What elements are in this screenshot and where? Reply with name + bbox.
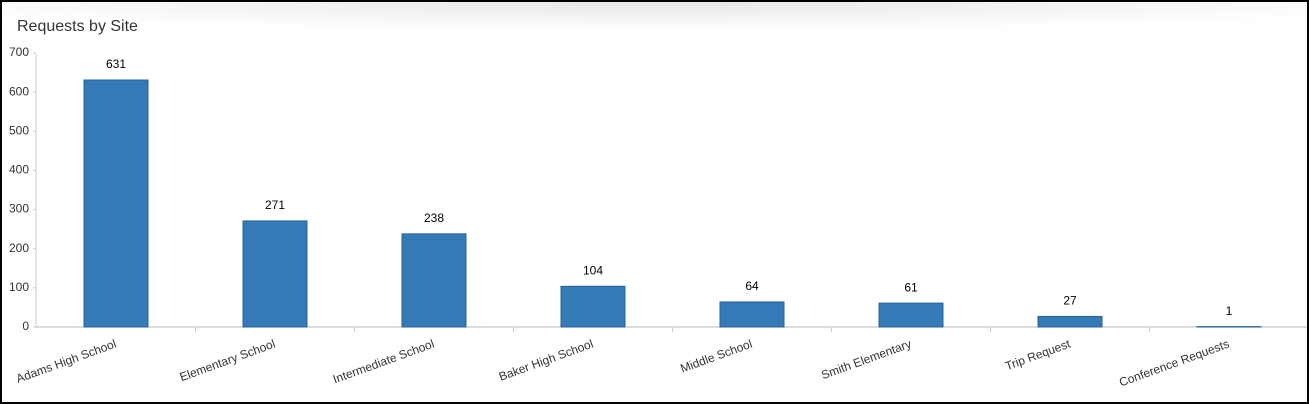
- value-label: 631: [106, 57, 126, 71]
- bar: [1037, 315, 1103, 328]
- value-label: 1: [1226, 304, 1233, 318]
- x-tick-label: Trip Request: [1003, 336, 1073, 373]
- y-tick-label: 300: [9, 202, 29, 216]
- y-tick-label: 0: [22, 319, 29, 333]
- x-tick-label: Intermediate School: [331, 337, 436, 387]
- y-tick-label: 100: [9, 280, 29, 294]
- bar: [878, 302, 944, 328]
- bar: [83, 79, 149, 328]
- x-tick-label: Adams High School: [14, 337, 118, 386]
- y-tick-label: 700: [9, 45, 29, 59]
- value-label: 61: [904, 280, 918, 294]
- y-tick-label: 400: [9, 163, 29, 177]
- chart-title: Requests by Site: [17, 18, 138, 35]
- value-label: 104: [583, 263, 603, 277]
- bar: [560, 285, 626, 328]
- y-tick-label: 500: [9, 123, 29, 137]
- value-label: 64: [745, 279, 759, 293]
- header-shade: [2, 2, 1307, 50]
- value-label: 27: [1063, 294, 1077, 308]
- x-tick-label: Middle School: [678, 337, 754, 376]
- x-tick-label: Conference Requests: [1117, 337, 1231, 390]
- x-tick-label: Baker High School: [497, 337, 595, 384]
- x-tick-label: Smith Elementary: [819, 337, 913, 383]
- value-label: 271: [265, 198, 285, 212]
- bar: [401, 233, 467, 328]
- bar: [242, 220, 308, 328]
- x-tick-label: Elementary School: [178, 337, 277, 385]
- y-tick-label: 200: [9, 241, 29, 255]
- bar: [719, 301, 785, 328]
- y-tick-label: 600: [9, 84, 29, 98]
- value-label: 238: [424, 211, 444, 225]
